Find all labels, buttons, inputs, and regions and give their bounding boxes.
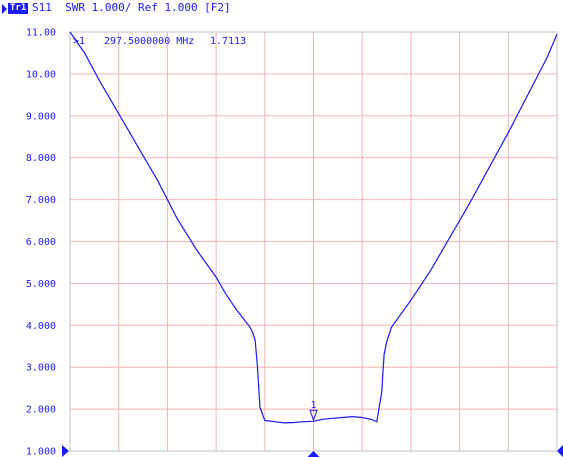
marker-1[interactable]: 1 bbox=[309, 400, 318, 422]
y-tick-label: 1.000 bbox=[26, 447, 56, 457]
marker-readout-frequency: 297.5000000 MHz bbox=[104, 36, 194, 47]
y-tick-label: 5.000 bbox=[26, 279, 56, 290]
y-tick-label: 11.00 bbox=[26, 28, 56, 39]
marker-readout-label: >1 bbox=[73, 36, 85, 47]
marker-label: 1 bbox=[310, 400, 316, 411]
active-trace-arrow-icon bbox=[2, 3, 7, 14]
marker-triangle-icon[interactable] bbox=[309, 409, 318, 422]
y-tick-label: 3.000 bbox=[26, 363, 56, 374]
chart-grid bbox=[70, 32, 557, 451]
y-tick-label: 8.000 bbox=[26, 153, 56, 164]
y-tick-label: 10.00 bbox=[26, 69, 56, 80]
reference-left-arrow-icon[interactable] bbox=[62, 445, 69, 457]
reference-right-arrow-icon[interactable] bbox=[557, 445, 563, 457]
trace-badge[interactable]: Tr1 bbox=[8, 3, 29, 14]
y-tick-labels: 11.00 10.00 9.000 8.000 7.000 6.000 5.000 4.000… bbox=[26, 28, 56, 457]
y-tick-label: 4.000 bbox=[26, 321, 56, 332]
trace-header: Tr1 S11 SWR 1.000/ Ref 1.000 [F2] bbox=[0, 0, 563, 20]
trace-selector[interactable]: Tr1 bbox=[2, 3, 29, 14]
center-frequency-indicator-icon[interactable] bbox=[307, 451, 320, 457]
y-tick-label: 2.000 bbox=[26, 405, 56, 416]
y-tick-label: 7.000 bbox=[26, 195, 56, 206]
marker-readout-value: 1.7113 bbox=[210, 36, 246, 47]
y-tick-label: 6.000 bbox=[26, 237, 56, 248]
swr-trace-line bbox=[69, 31, 558, 424]
y-tick-label: 9.000 bbox=[26, 111, 56, 122]
trace-title: S11 SWR 1.000/ Ref 1.000 [F2] bbox=[32, 1, 231, 14]
